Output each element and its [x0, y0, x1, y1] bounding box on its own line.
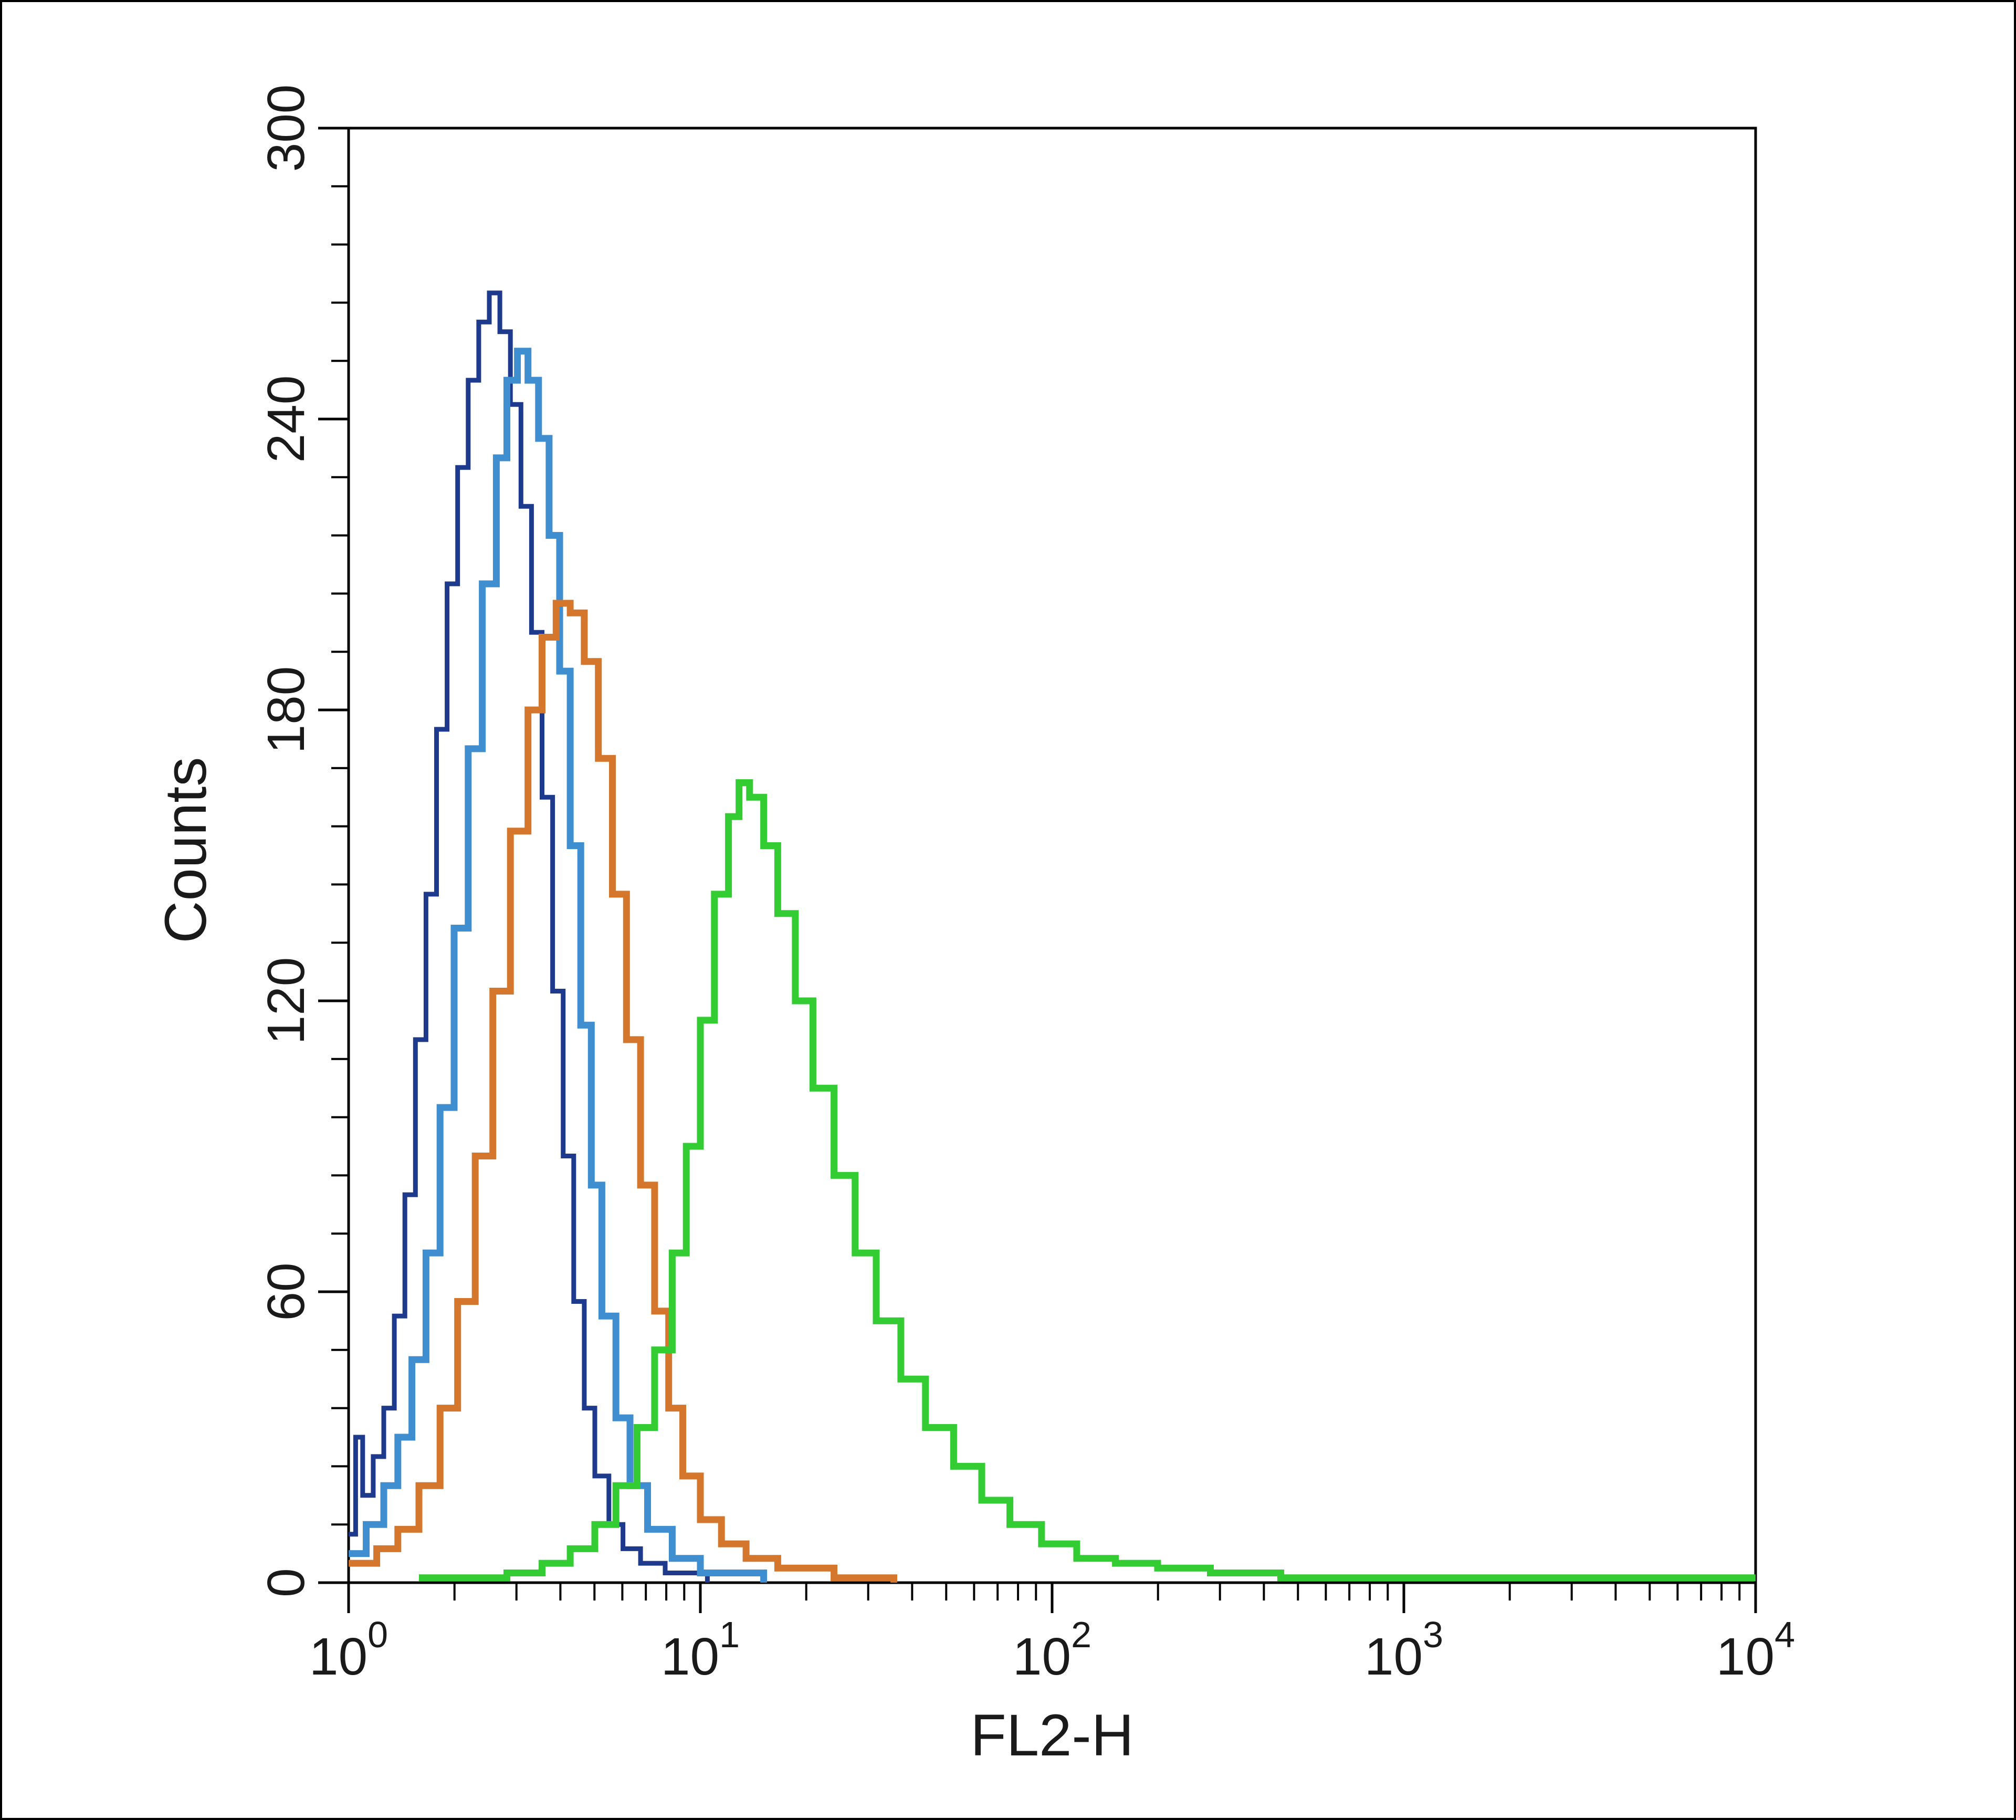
- x-tick-label: 100: [309, 1614, 388, 1686]
- plot-border: [347, 127, 1757, 1584]
- y-tick-label: 0: [257, 1568, 316, 1597]
- x-tick-label: 104: [1716, 1614, 1795, 1686]
- y-axis: 0 60 120 180 240 300: [257, 85, 349, 1597]
- y-tick-label: 180: [257, 666, 316, 754]
- y-tick-label: 120: [257, 957, 316, 1045]
- x-tick-label: 102: [1013, 1614, 1091, 1686]
- x-tick-label: 101: [661, 1614, 740, 1686]
- x-tick-label: 103: [1364, 1614, 1443, 1686]
- series-orange-histogram: [349, 600, 897, 1583]
- series-light-blue-histogram: [349, 348, 768, 1583]
- y-tick-label: 240: [257, 375, 316, 463]
- series-dark-blue-histogram: [349, 290, 710, 1583]
- y-axis-title: Counts: [153, 757, 218, 944]
- y-tick-label: 60: [257, 1262, 316, 1321]
- x-axis-title: FL2-H: [970, 1702, 1134, 1768]
- series-group: [349, 290, 1756, 1583]
- y-tick-label: 300: [257, 85, 316, 172]
- x-axis: 100 101 102 103 104: [309, 1583, 1795, 1686]
- series-green-histogram: [419, 779, 1756, 1582]
